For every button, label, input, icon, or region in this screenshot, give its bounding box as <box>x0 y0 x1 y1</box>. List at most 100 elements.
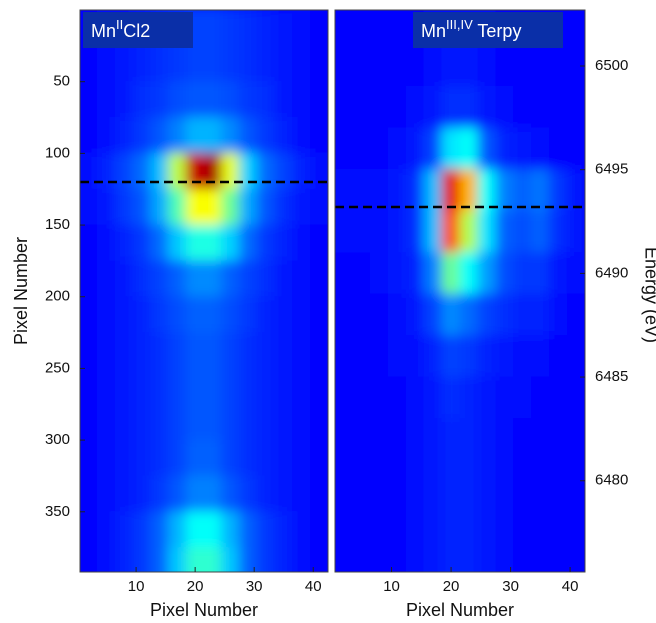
heatmap-cell <box>97 475 116 513</box>
heatmap-cell <box>256 188 276 226</box>
heatmap-cell <box>309 260 328 298</box>
heatmap-cell <box>441 459 461 502</box>
y2-tick-label: 6480 <box>595 472 628 489</box>
heatmap-cell <box>513 459 532 502</box>
heatmap-cell <box>238 224 258 262</box>
heatmap-cell <box>238 117 258 154</box>
annotation: MnIII,IV Terpy <box>421 17 521 40</box>
heatmap-cell <box>256 45 276 83</box>
heatmap-cell <box>185 81 205 119</box>
heatmap-cell <box>256 10 276 47</box>
y-axis-label: Pixel Number <box>11 237 31 345</box>
heatmap-cell <box>423 500 443 544</box>
heatmap-cell <box>238 45 258 83</box>
heatmap-cell <box>370 293 390 337</box>
heatmap-cell <box>477 252 497 295</box>
heatmap-cell <box>132 81 152 119</box>
heatmap-cell <box>548 169 568 212</box>
heatmap-cell <box>150 475 170 513</box>
heatmap-cell <box>203 511 223 549</box>
heatmap-cell <box>256 511 276 549</box>
heatmap-cell <box>238 403 258 441</box>
heatmap-cell <box>292 439 311 477</box>
heatmap-cell <box>566 210 585 254</box>
heatmap-cell <box>423 542 443 572</box>
heatmap-cell <box>185 260 205 298</box>
heatmap-cell <box>423 210 443 254</box>
heatmap-cell <box>309 439 328 477</box>
heatmap-cell <box>513 169 532 212</box>
heatmap-cell <box>132 403 152 441</box>
heatmap-cell <box>441 44 461 88</box>
heatmap-cell <box>238 10 258 47</box>
heatmap-cell <box>238 152 258 190</box>
annotation-box <box>83 12 193 48</box>
heatmap-cell <box>388 169 407 212</box>
heatmap-cell <box>292 332 311 369</box>
heatmap-cell <box>423 44 443 88</box>
heatmap-cell <box>256 81 276 119</box>
heatmap-cell <box>566 127 585 171</box>
heatmap-cell <box>495 293 515 337</box>
heatmap-cell <box>80 367 99 405</box>
heatmap-cell <box>168 152 187 190</box>
heatmap-cell <box>513 44 532 88</box>
heatmap-cell <box>168 332 187 369</box>
heatmap-cell <box>168 511 187 549</box>
heatmap-cell <box>477 418 497 461</box>
heatmap-cell <box>150 296 170 334</box>
heatmap-cell <box>114 188 134 226</box>
heatmap-cell <box>80 475 99 513</box>
heatmap-cell <box>388 252 407 295</box>
heatmap-cell <box>256 547 276 572</box>
heatmap-cell <box>274 511 294 549</box>
heatmap-cell <box>114 45 134 83</box>
heatmap-cell <box>221 475 240 513</box>
heatmap-cell <box>309 117 328 154</box>
heatmap-cell <box>80 45 99 83</box>
heatmap-cell <box>370 86 390 129</box>
heatmap-cell <box>548 418 568 461</box>
heatmap-cell <box>548 542 568 572</box>
heatmap-cell <box>513 418 532 461</box>
y-tick-label: 350 <box>45 503 70 520</box>
y-tick-label: 100 <box>45 144 70 161</box>
heatmap-cell <box>203 260 223 298</box>
heatmap-cell <box>274 224 294 262</box>
heatmap-cell <box>256 117 276 154</box>
heatmap-cell <box>388 418 407 461</box>
heatmap-cell <box>352 210 372 254</box>
heatmap-cell <box>495 127 515 171</box>
heatmap-cell <box>80 152 99 190</box>
heatmap-cell <box>292 511 311 549</box>
heatmap-cell <box>388 376 407 420</box>
heatmap-cell <box>150 260 170 298</box>
heatmap-cell <box>441 169 461 212</box>
plot-frame <box>334 9 586 573</box>
heatmap-cell <box>274 152 294 190</box>
heatmap-cell <box>185 188 205 226</box>
heatmap-cell <box>441 293 461 337</box>
heatmap-cell <box>238 332 258 369</box>
heatmap-cell <box>185 511 205 549</box>
x-tick-label: 20 <box>443 578 460 595</box>
y-tick-label: 200 <box>45 288 70 305</box>
heatmap-cell <box>274 367 294 405</box>
heatmap-cell <box>221 260 240 298</box>
heatmap-cell <box>459 86 479 129</box>
heatmap-cell <box>309 511 328 549</box>
heatmap-cell <box>477 210 497 254</box>
heatmap-cell <box>405 169 425 212</box>
x-tick-label: 10 <box>383 578 400 595</box>
heatmap-cell <box>548 44 568 88</box>
heatmap-cell <box>203 81 223 119</box>
annotation-part: Cl2 <box>123 21 150 41</box>
heatmap-cell <box>370 44 390 88</box>
heatmap-cell <box>423 293 443 337</box>
heatmap-cell <box>335 459 354 502</box>
heatmap-cell <box>114 260 134 298</box>
heatmap-cell <box>495 459 515 502</box>
heatmap-cell <box>530 335 550 378</box>
heatmap-cell <box>132 45 152 83</box>
